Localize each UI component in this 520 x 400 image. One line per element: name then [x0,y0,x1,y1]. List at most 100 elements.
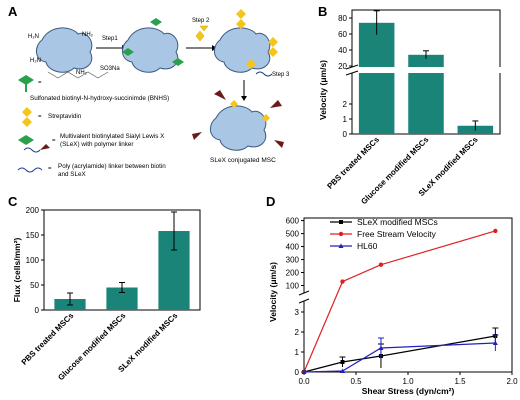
cell-streptavidin [214,9,278,73]
panel-d-frame [303,217,513,373]
panel-d-ytick-label: 2 [295,328,300,337]
panel-c-xtick-label: PBS treated MSCs [20,311,76,367]
panel-b-break-mark [345,64,359,70]
legend-linker: = Poly (acrylamide) linker between bioti… [17,163,166,178]
panel-c-letter: C [8,194,18,209]
svg-text:NH₂: NH₂ [76,70,88,76]
svg-text:Multivalent biotinylated Sialy: Multivalent biotinylated Sialyl Lewis X [60,133,165,140]
panel-d-xtick-label: 0.5 [350,377,362,386]
panel-d-point [339,368,345,373]
step2-label: Step 2 [192,18,210,24]
panel-d-axis-break [298,293,312,301]
panel-b-break-mark [345,70,359,76]
panel-b-ytick-label: 2 [343,100,348,109]
panel-d-legend-marker [338,243,344,248]
cell-slex-conjugated [192,90,284,151]
panel-d-ytick-label: 0 [295,368,300,377]
panel-d-point [340,279,345,284]
panel-d-xtick-label: 0.0 [298,377,310,386]
panel-d-series-line [303,342,496,373]
panel-d-point [378,262,384,267]
panel-b-axis-break [346,67,506,73]
svg-text:SO3Na: SO3Na [100,66,120,72]
panel-b-ytick-label: 1 [343,115,348,124]
panel-d-ytick-label: 600 [286,217,300,226]
panel-c-ytick-label: 50 [30,281,39,290]
product-label: SLeX conjugated MSC [210,157,276,164]
panel-a: A H₂N NH₂ H₂N NH₂ Step1 Step 2 [8,4,290,178]
panel-d-ytick-label: 200 [286,269,300,278]
panel-d-series-line [303,230,496,373]
panel-d-xtick-label: 1.5 [454,377,466,386]
step1-label: Step1 [102,36,118,42]
svg-text:and SLeX: and SLeX [58,171,86,178]
panel-d-legend-label: HL60 [357,241,378,251]
panel-c: C Flux (cells/mm²) 0 50 100 150 200 PBS treat… [8,194,201,382]
legend-slex: = Multivalent biotinylated Sialyl Lewis … [18,133,165,153]
panel-c-bar [106,287,138,310]
panel-d-ytick-label: 400 [286,243,300,252]
cell-unmodified: H₂N NH₂ H₂N NH₂ [28,27,94,76]
panel-b-ytick-label: 0 [343,130,348,139]
panel-d-legend-marker [338,231,344,237]
panel-a-letter: A [8,4,18,19]
panel-d-point [493,228,498,234]
panel-d-xlabel: Shear Stress (dyn/cm²) [362,386,455,396]
panel-d-xtick-label: 1.0 [402,377,414,386]
svg-text:Streptavidin: Streptavidin [48,113,82,120]
streptavidin-icon [195,25,209,42]
panel-d-series-line [303,335,496,373]
panel-b-ytick-label: 40 [338,46,347,55]
panel-d-break-mark [298,298,310,304]
panel-d-letter: D [266,194,275,209]
panel-d-ytick-label: 3 [295,308,300,317]
panel-b-letter: B [318,4,327,19]
panel-c-ytick-label: 150 [26,231,40,240]
panel-d-ylabel: Velocity (μm/s) [268,262,278,322]
panel-b-ytick-label: 60 [338,30,347,39]
panel-b-bar [408,54,444,134]
panel-d: D Velocity (μm/s) Shear Stress (dyn/cm²)… [266,194,518,396]
panel-d-legend-label: SLeX modified MSCs [357,217,438,227]
panel-d-legend-label: Free Stream Velocity [357,229,437,239]
panel-c-ylabel: Flux (cells/mm²) [12,237,22,302]
panel-d-point [301,369,307,374]
svg-text:=: = [48,166,52,172]
panel-d-point [378,345,384,350]
panel-d-ytick-label: 100 [286,282,300,291]
panel-d-ytick-label: 500 [286,230,300,239]
svg-text:NH₂: NH₂ [82,32,94,38]
panel-d-ytick-label: 1 [295,348,300,357]
legend-streptavidin: = Streptavidin [22,107,82,127]
panel-d-legend-marker [339,220,343,224]
svg-text:=: = [38,114,42,120]
panel-d-xtick-label: 2.0 [506,377,518,386]
legend-bnhs: = SO3Na Sulfonated biotinyl-N-hydroxy-su… [18,66,169,102]
panel-b-ytick-label: 80 [338,14,347,23]
panel-d-plot: 100 200 300 400 500 600 0 1 2 3 0.0 0.5 1.0 1.5 2.0 SLe… [286,217,518,386]
svg-text:Poly (acrylamide) linker betwe: Poly (acrylamide) linker between biotin [58,163,166,170]
panel-d-ytick-label: 300 [286,256,300,265]
cell-biotinylated [122,18,184,73]
svg-text:=: = [52,138,56,144]
svg-text:Sulfonated biotinyl-N-hydroxy-: Sulfonated biotinyl-N-hydroxy-succinimde… [30,95,169,102]
panel-d-point [340,360,345,364]
panel-b-ylabel: Velocity (μm/s) [318,60,328,120]
panel-c-ytick-label: 100 [26,256,40,265]
step3-label: Step 3 [272,72,290,78]
panel-b-bar [358,22,395,134]
panel-b: B Velocity (μm/s) 20 40 60 80 0 1 2 PBS treated… [318,4,506,206]
panel-c-ytick-label: 0 [35,306,40,315]
panel-d-break-mark [298,290,310,296]
panel-b-ytick-label: 20 [338,62,347,71]
panel-c-xtick-label: SLeX modified MSCs [116,311,179,374]
panel-d-point [492,340,498,345]
svg-text:H₂N: H₂N [30,58,41,64]
panel-b-xtick-label: PBS treated MSCs [325,135,381,191]
svg-text:=: = [38,80,42,86]
svg-text:H₂N: H₂N [28,34,39,40]
svg-text:(SLeX) with polymer linker: (SLeX) with polymer linker [60,141,134,148]
